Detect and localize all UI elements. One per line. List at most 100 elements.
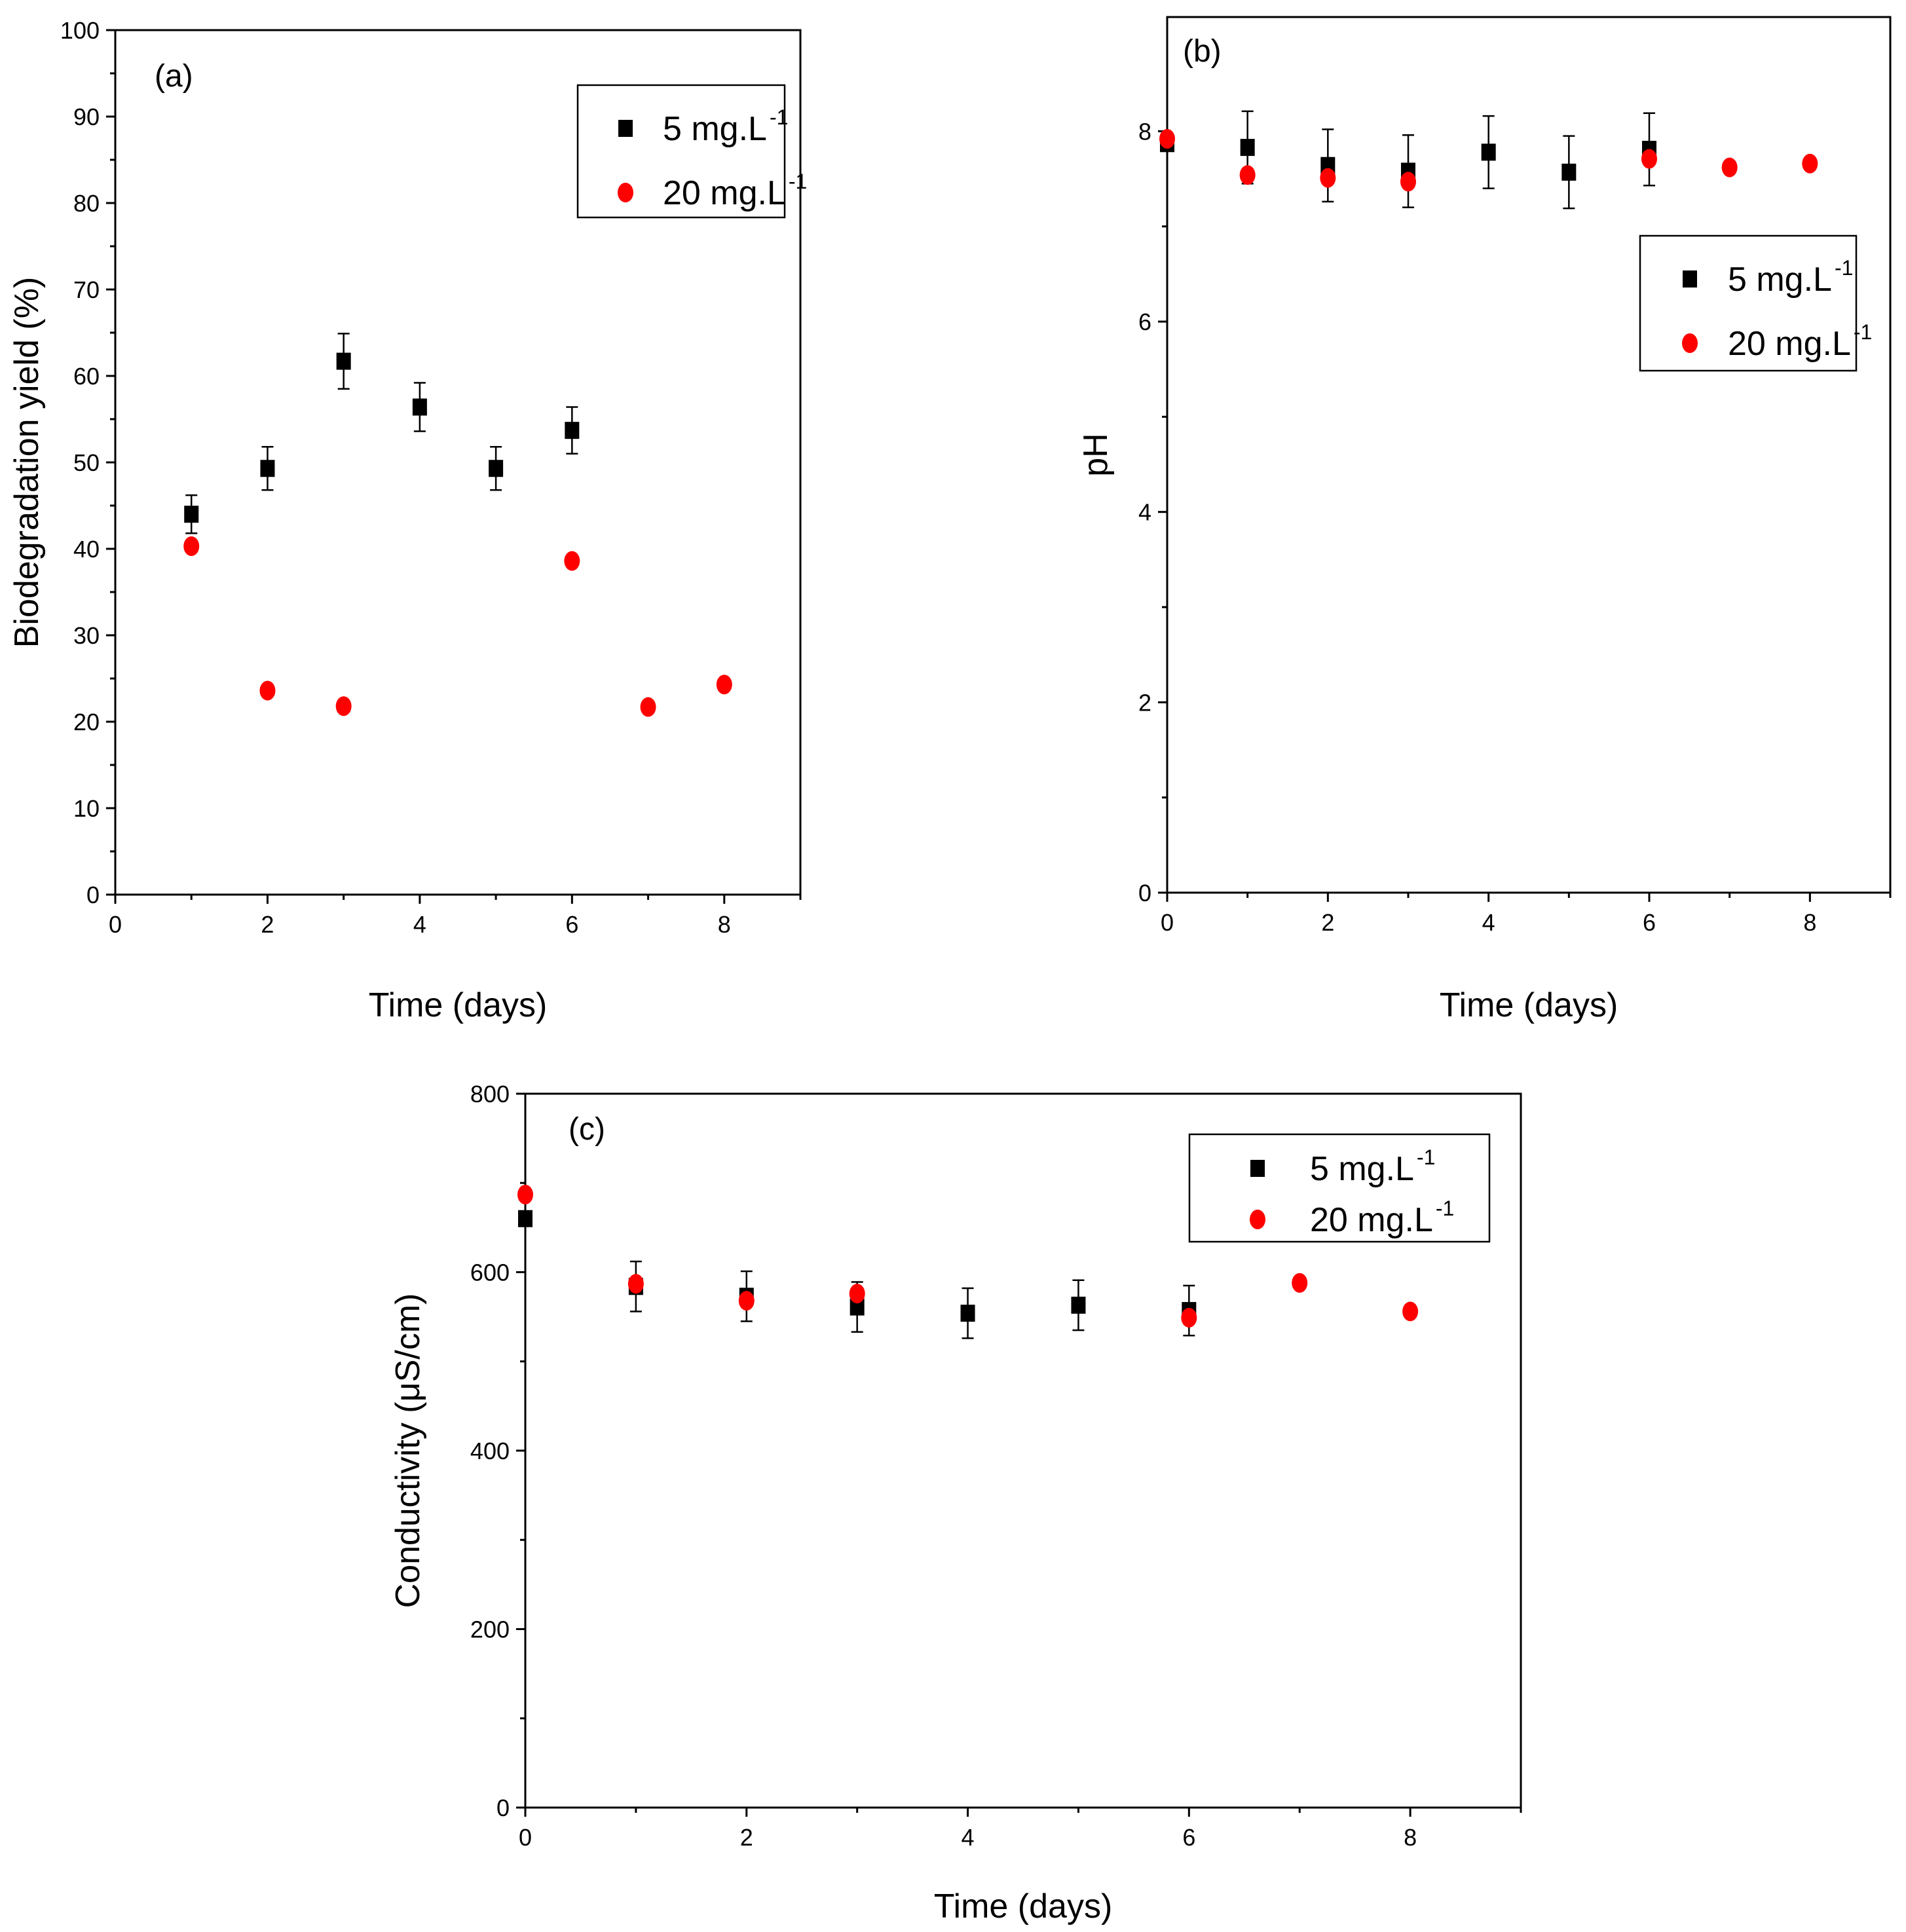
x-tick-label: 0 — [109, 911, 122, 938]
x-tick-label: 8 — [1803, 909, 1816, 936]
data-point-circle — [738, 1291, 755, 1311]
y-tick-label: 8 — [1138, 118, 1151, 145]
data-point-circle — [849, 1284, 865, 1304]
y-tick-label: 2 — [1138, 689, 1151, 716]
data-point-circle — [1320, 168, 1336, 188]
panel-label: (b) — [1183, 34, 1222, 69]
data-point-circle — [1802, 153, 1818, 174]
y-tick-label: 20 — [73, 709, 100, 735]
legend: 5 mg.L -1 20 mg.L -1 — [1188, 1133, 1491, 1243]
y-tick-label: 0 — [86, 882, 100, 908]
x-tick-label: 4 — [1482, 909, 1495, 936]
y-tick-label: 40 — [73, 536, 100, 563]
data-point-square — [336, 352, 351, 370]
y-tick-label: 600 — [470, 1259, 510, 1286]
panel-label: (a) — [155, 59, 193, 94]
series-square — [184, 333, 580, 534]
y-tick-label: 4 — [1138, 499, 1151, 526]
y-tick-label: 80 — [73, 190, 100, 217]
data-point-circle — [640, 697, 656, 717]
data-point-square — [960, 1305, 975, 1322]
data-point-square — [260, 460, 275, 477]
x-tick-label: 0 — [1161, 909, 1174, 936]
data-point-square — [518, 1210, 533, 1227]
x-tick-label: 2 — [261, 911, 274, 938]
data-point-circle — [716, 675, 732, 695]
legend-marker-circle — [1250, 1210, 1265, 1229]
x-tick-label: 4 — [413, 911, 426, 938]
series-square — [518, 1210, 1197, 1339]
x-axis-title: Time (days) — [934, 1887, 1113, 1925]
data-point-circle — [1239, 165, 1256, 185]
x-tick-label: 2 — [1321, 909, 1334, 936]
data-point-square — [489, 460, 504, 477]
y-axis-title: Conductivity (μS/cm) — [389, 1293, 427, 1608]
data-point-circle — [564, 551, 580, 571]
y-tick-label: 70 — [73, 276, 100, 303]
data-point-square — [1561, 163, 1577, 181]
data-point-square — [184, 506, 199, 523]
data-point-circle — [1402, 1301, 1419, 1322]
y-tick-label: 0 — [496, 1794, 510, 1821]
series-circle — [1159, 129, 1818, 192]
data-point-square — [412, 398, 427, 416]
chart-panel-a: 0 10 20 30 40 50 60 70 80 90 100 0 2 4 6 8 Time (days) Bi… — [8, 17, 807, 1024]
y-tick-label: 10 — [73, 795, 100, 822]
y-tick-label: 6 — [1138, 308, 1151, 335]
legend-marker-square — [1250, 1160, 1265, 1177]
y-tick-label: 200 — [470, 1616, 510, 1643]
y-tick-label: 400 — [470, 1438, 510, 1464]
legend-label: 5 mg.L -1 — [1728, 256, 1853, 299]
legend-box — [1639, 234, 1858, 372]
data-point-circle — [1641, 149, 1657, 169]
y-tick-label: 50 — [73, 449, 100, 476]
data-point-circle — [1159, 129, 1175, 149]
legend-label: 5 mg.L -1 — [1310, 1145, 1435, 1188]
x-axis-title: Time (days) — [369, 986, 548, 1024]
panel-label: (c) — [569, 1112, 605, 1147]
legend-box — [1188, 1133, 1491, 1243]
legend-marker-circle — [1682, 333, 1698, 353]
legend-marker-square — [618, 120, 633, 137]
data-point-circle — [1292, 1273, 1308, 1293]
data-point-square — [1240, 139, 1255, 157]
y-tick-label: 90 — [73, 103, 100, 130]
x-tick-label: 2 — [740, 1824, 753, 1851]
x-tick-label: 4 — [962, 1824, 975, 1851]
y-tick-label: 100 — [60, 17, 100, 44]
data-point-square — [565, 422, 580, 439]
y-tick-label: 800 — [470, 1081, 510, 1107]
legend: 5 mg.L -1 20 mg.L -1 — [1639, 234, 1872, 372]
legend-label: 5 mg.L -1 — [663, 105, 788, 148]
data-point-square — [850, 1298, 865, 1316]
legend-label: 20 mg.L -1 — [663, 170, 807, 212]
y-tick-label: 60 — [73, 363, 100, 390]
legend-label: 20 mg.L -1 — [1728, 320, 1872, 363]
chart-panel-b: 0 2 4 6 8 0 2 4 6 8 Time (days) pH (b) 5 mg.L -1 20 mg.… — [1077, 16, 1892, 1024]
plot-frame — [1166, 16, 1892, 894]
data-point-square — [1071, 1296, 1086, 1314]
y-axis-title: pH — [1077, 433, 1115, 476]
x-tick-label: 0 — [519, 1824, 532, 1851]
x-tick-label: 6 — [1643, 909, 1656, 936]
x-tick-label: 6 — [1182, 1824, 1195, 1851]
y-axis-title: Biodegradation yield (%) — [8, 277, 46, 648]
data-point-circle — [1721, 157, 1738, 177]
data-point-circle — [335, 696, 352, 716]
y-tick-label: 30 — [73, 622, 100, 649]
legend: 5 mg.L -1 20 mg.L -1 — [576, 84, 807, 219]
x-tick-label: 6 — [565, 911, 578, 938]
legend-marker-square — [1683, 270, 1697, 288]
chart-panel-c: 0 200 400 600 800 0 2 4 6 8 Time (days) Conductivit… — [389, 1081, 1522, 1925]
legend-marker-circle — [618, 183, 633, 202]
series-circle — [183, 536, 732, 717]
data-point-circle — [1181, 1307, 1197, 1328]
data-point-circle — [183, 536, 200, 557]
data-point-circle — [259, 680, 276, 701]
data-point-circle — [1400, 172, 1416, 192]
x-tick-label: 8 — [1404, 1824, 1417, 1851]
data-point-square — [1481, 143, 1496, 161]
data-point-circle — [517, 1184, 533, 1204]
series-circle — [517, 1184, 1419, 1328]
